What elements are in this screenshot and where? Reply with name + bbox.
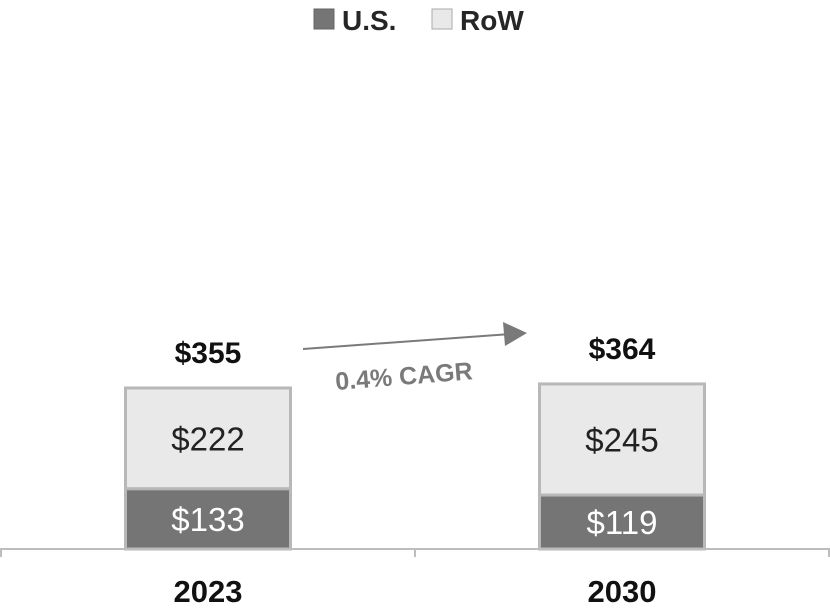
cagr-label: 0.4% CAGR <box>334 357 473 396</box>
segment-label-us-2023: $133 <box>171 501 244 538</box>
cagr-arrow-head <box>503 322 527 346</box>
cagr-annotation: 0.4% CAGR <box>302 322 527 396</box>
segment-label-us-2030: $119 <box>587 504 658 541</box>
legend-swatch-us <box>313 8 335 30</box>
segment-label-row-2030: $245 <box>585 421 658 458</box>
legend: U.S. RoW <box>313 5 524 36</box>
cagr-arrow-line <box>302 333 511 350</box>
bar-segment-row-2023 <box>124 386 292 491</box>
legend-label-us: U.S. <box>342 5 396 36</box>
bars-layer: $133 $222 $355 $119 $245 $364 <box>124 333 706 551</box>
bar-segment-row-2030 <box>538 382 706 497</box>
total-label-2030: $364 <box>589 333 656 366</box>
legend-label-row: RoW <box>460 5 524 36</box>
category-labels: 2023 2030 <box>174 574 657 609</box>
bar-segment-us-2023 <box>124 487 292 551</box>
x-axis <box>0 548 830 557</box>
segment-label-row-2023: $222 <box>171 420 244 457</box>
category-label-2030: 2030 <box>588 574 657 609</box>
category-label-2023: 2023 <box>174 574 243 609</box>
legend-swatch-row <box>431 8 453 30</box>
total-label-2023: $355 <box>175 337 242 370</box>
